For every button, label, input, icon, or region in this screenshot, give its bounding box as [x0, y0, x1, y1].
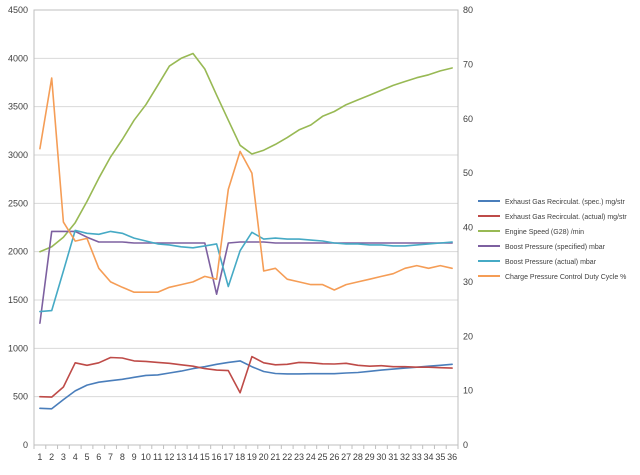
y-left-tick-label: 0: [23, 440, 28, 450]
y-right-tick-label: 80: [463, 5, 473, 15]
legend-label: Exhaust Gas Recirculat. (actual) mg/str: [505, 214, 627, 221]
x-tick-label: 26: [329, 452, 339, 462]
y-right-tick-label: 70: [463, 59, 473, 69]
x-tick-label: 1: [37, 452, 42, 462]
x-tick-label: 6: [96, 452, 101, 462]
x-tick-label: 28: [353, 452, 363, 462]
y-right-tick-label: 20: [463, 331, 473, 341]
x-axis-ticks: 1 2 3 4 5 6 7 8 9 10 11 12 13 14 15 16 17 18 19 20 21 22 23 24 2…: [33, 445, 459, 462]
y-left-tick-label: 4000: [8, 53, 28, 63]
y-right-tick-label: 10: [463, 386, 473, 396]
y-left-tick-label: 1500: [8, 295, 28, 305]
y-left-tick-label: 3500: [8, 102, 28, 112]
series-line-2: [39, 355, 453, 398]
x-tick-label: 15: [200, 452, 210, 462]
x-tick-label: 4: [73, 452, 78, 462]
series-line-5: [39, 229, 453, 313]
legend-label: Charge Pressure Control Duty Cycle %: [505, 274, 626, 281]
legend-label: Engine Speed (G28) /min: [505, 229, 584, 236]
x-tick-label: 21: [270, 452, 280, 462]
y-left-tick-label: 1000: [8, 343, 28, 353]
x-tick-label: 19: [247, 452, 257, 462]
x-tick-label: 30: [376, 452, 386, 462]
series-lines: [39, 52, 453, 410]
x-tick-label: 22: [282, 452, 292, 462]
x-tick-label: 11: [153, 452, 162, 462]
x-tick-label: 20: [259, 452, 269, 462]
x-tick-label: 8: [120, 452, 125, 462]
y-right-tick-label: 30: [463, 277, 473, 287]
x-tick-label: 35: [435, 452, 445, 462]
y-right-tick-label: 40: [463, 223, 473, 233]
x-tick-label: 25: [318, 452, 328, 462]
y-left-tick-label: 3000: [8, 150, 28, 160]
x-tick-label: 23: [294, 452, 304, 462]
x-tick-label: 3: [61, 452, 66, 462]
y-left-tick-label: 4500: [8, 5, 28, 15]
x-tick-label: 36: [447, 452, 457, 462]
y-right-tick-label: 50: [463, 168, 473, 178]
x-tick-label: 7: [108, 452, 113, 462]
series-line-1: [39, 360, 453, 410]
x-tick-label: 5: [84, 452, 89, 462]
x-tick-label: 24: [306, 452, 316, 462]
x-tick-label: 32: [400, 452, 410, 462]
y-axis-left-ticks: 0 500 1000 1500 2000 2500 3000 3500 4000 4500: [8, 5, 28, 450]
y-axis-right-ticks: 0 10 20 30 40 50 60 70 80: [463, 5, 473, 450]
x-tick-label: 12: [164, 452, 174, 462]
x-tick-label: 29: [365, 452, 375, 462]
x-tick-label: 14: [188, 452, 198, 462]
legend-label: Boost Pressure (specified) mbar: [505, 244, 606, 251]
legend-label: Boost Pressure (actual) mbar: [505, 259, 597, 266]
legend: Exhaust Gas Recirculat. (spec.) mg/str Ex…: [478, 199, 627, 281]
x-tick-label: 18: [235, 452, 245, 462]
series-line-6: [39, 77, 453, 294]
x-tick-label: 13: [176, 452, 186, 462]
y-left-tick-label: 2000: [8, 247, 28, 257]
y-right-tick-label: 60: [463, 114, 473, 124]
x-tick-label: 34: [424, 452, 434, 462]
y-right-tick-label: 0: [463, 440, 468, 450]
x-tick-label: 27: [341, 452, 351, 462]
x-tick-label: 16: [212, 452, 222, 462]
y-left-tick-label: 2500: [8, 198, 28, 208]
legend-label: Exhaust Gas Recirculat. (spec.) mg/str: [505, 199, 625, 206]
series-line-3: [39, 52, 453, 253]
x-tick-label: 17: [223, 452, 233, 462]
x-tick-label: 31: [388, 452, 398, 462]
y-left-tick-label: 500: [13, 392, 28, 402]
x-tick-label: 33: [412, 452, 422, 462]
x-tick-label: 10: [141, 452, 151, 462]
x-tick-label: 2: [49, 452, 54, 462]
x-tick-label: 9: [132, 452, 137, 462]
